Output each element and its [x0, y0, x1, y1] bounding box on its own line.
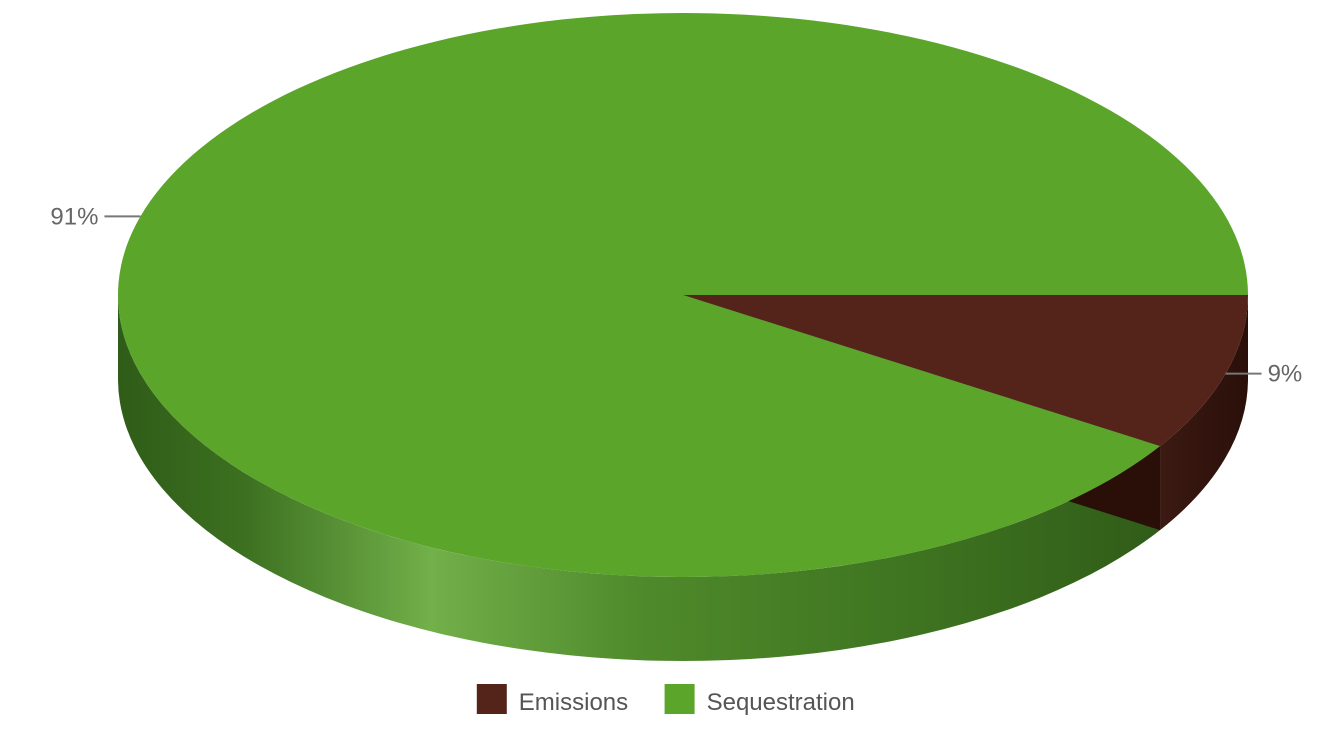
legend-swatch-emissions [476, 684, 507, 714]
sequestration-percent-label: 91% [50, 203, 98, 230]
sequestration-slice [117, 13, 1249, 578]
legend-label-emissions: Emissions [519, 689, 628, 716]
pie-top-layer [117, 13, 1249, 578]
legend-swatch-sequestration [664, 684, 695, 714]
legend: Emissions Sequestration [476, 684, 855, 716]
pie-labels-layer: 9% 91% [50, 203, 1302, 387]
sequestration-slice-side [118, 295, 1161, 662]
emissions-slice [683, 295, 1248, 447]
emissions-percent-label: 9% [1268, 361, 1303, 388]
legend-item-emissions[interactable]: Emissions [476, 684, 628, 716]
emissions-slice-side [1160, 295, 1248, 531]
legend-item-sequestration[interactable]: Sequestration [664, 684, 855, 716]
legend-label-sequestration: Sequestration [707, 689, 855, 716]
